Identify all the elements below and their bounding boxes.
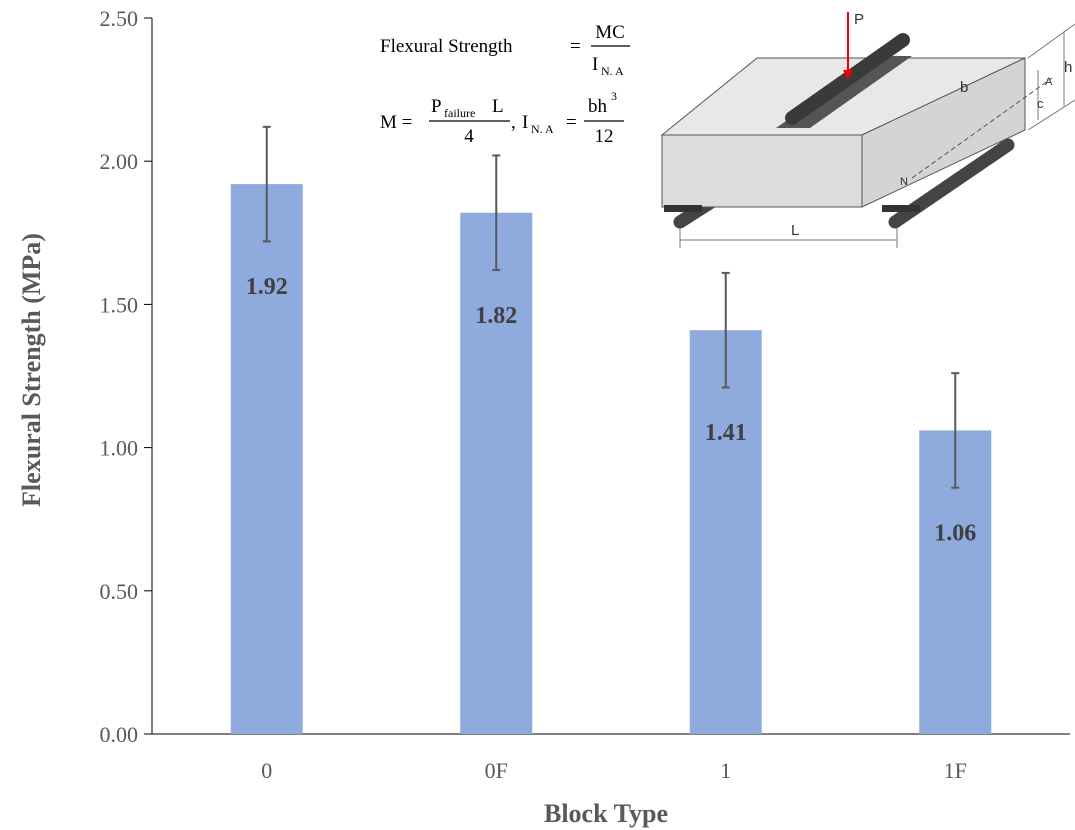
formula-text: Flexural Strength: [380, 36, 513, 57]
x-tick-label: 0: [261, 758, 272, 783]
x-tick-label: 1F: [944, 758, 967, 783]
formula-text: I: [522, 112, 528, 133]
value-label: 1.41: [705, 420, 747, 446]
formula-text: N. A: [601, 64, 624, 78]
y-tick-label: 1.00: [100, 436, 139, 461]
formula-text: N. A: [531, 122, 554, 136]
diagram-label: P: [854, 11, 864, 28]
x-tick-label: 1: [720, 758, 731, 783]
formula-text: I: [592, 54, 598, 75]
formula-text: 3: [611, 89, 617, 103]
y-tick-label: 1.50: [100, 292, 139, 317]
y-axis-title: Flexural Strength (MPa): [17, 233, 46, 507]
dim-line: [1027, 23, 1075, 59]
dim-line: [1027, 99, 1075, 131]
y-tick-label: 0.50: [100, 579, 139, 604]
formula-text: ,: [511, 112, 516, 133]
beam-front: [661, 134, 863, 208]
y-tick-label: 0.00: [100, 722, 139, 747]
y-tick-label: 2.00: [100, 149, 139, 174]
formula-text: P: [431, 96, 442, 117]
bar: [689, 330, 762, 734]
diagram-label: h: [1064, 59, 1072, 76]
support-plate: [882, 205, 920, 212]
x-axis-title: Block Type: [544, 799, 668, 828]
formula-text: 12: [595, 126, 614, 147]
bar: [230, 184, 303, 734]
x-tick-label: 0F: [485, 758, 508, 783]
load-arrow-head: [843, 70, 853, 80]
formula-text: failure: [444, 106, 475, 120]
value-label: 1.06: [934, 520, 976, 546]
value-label: 1.92: [246, 274, 288, 300]
diagram-label: A: [1045, 76, 1053, 88]
diagram-label: b: [960, 79, 968, 96]
formula-text: 4: [464, 126, 474, 147]
formula-text: L: [492, 96, 504, 117]
inset-diagram: Flexural Strength = MC I N. A M = P fail…: [380, 11, 1075, 248]
support-plate: [664, 205, 702, 212]
bar: [460, 212, 533, 734]
diagram-label: N: [900, 176, 908, 188]
formula-text: M =: [380, 112, 412, 133]
formula-text: =: [570, 36, 581, 57]
diagram-label: c: [1037, 96, 1044, 111]
y-tick-label: 2.50: [100, 6, 139, 31]
neutral-axis: [911, 77, 1053, 179]
diagram-label: L: [791, 222, 799, 239]
formula-text: MC: [595, 22, 625, 43]
formula-text: bh: [588, 96, 608, 117]
formula-text: =: [566, 112, 577, 133]
value-label: 1.82: [475, 303, 517, 329]
